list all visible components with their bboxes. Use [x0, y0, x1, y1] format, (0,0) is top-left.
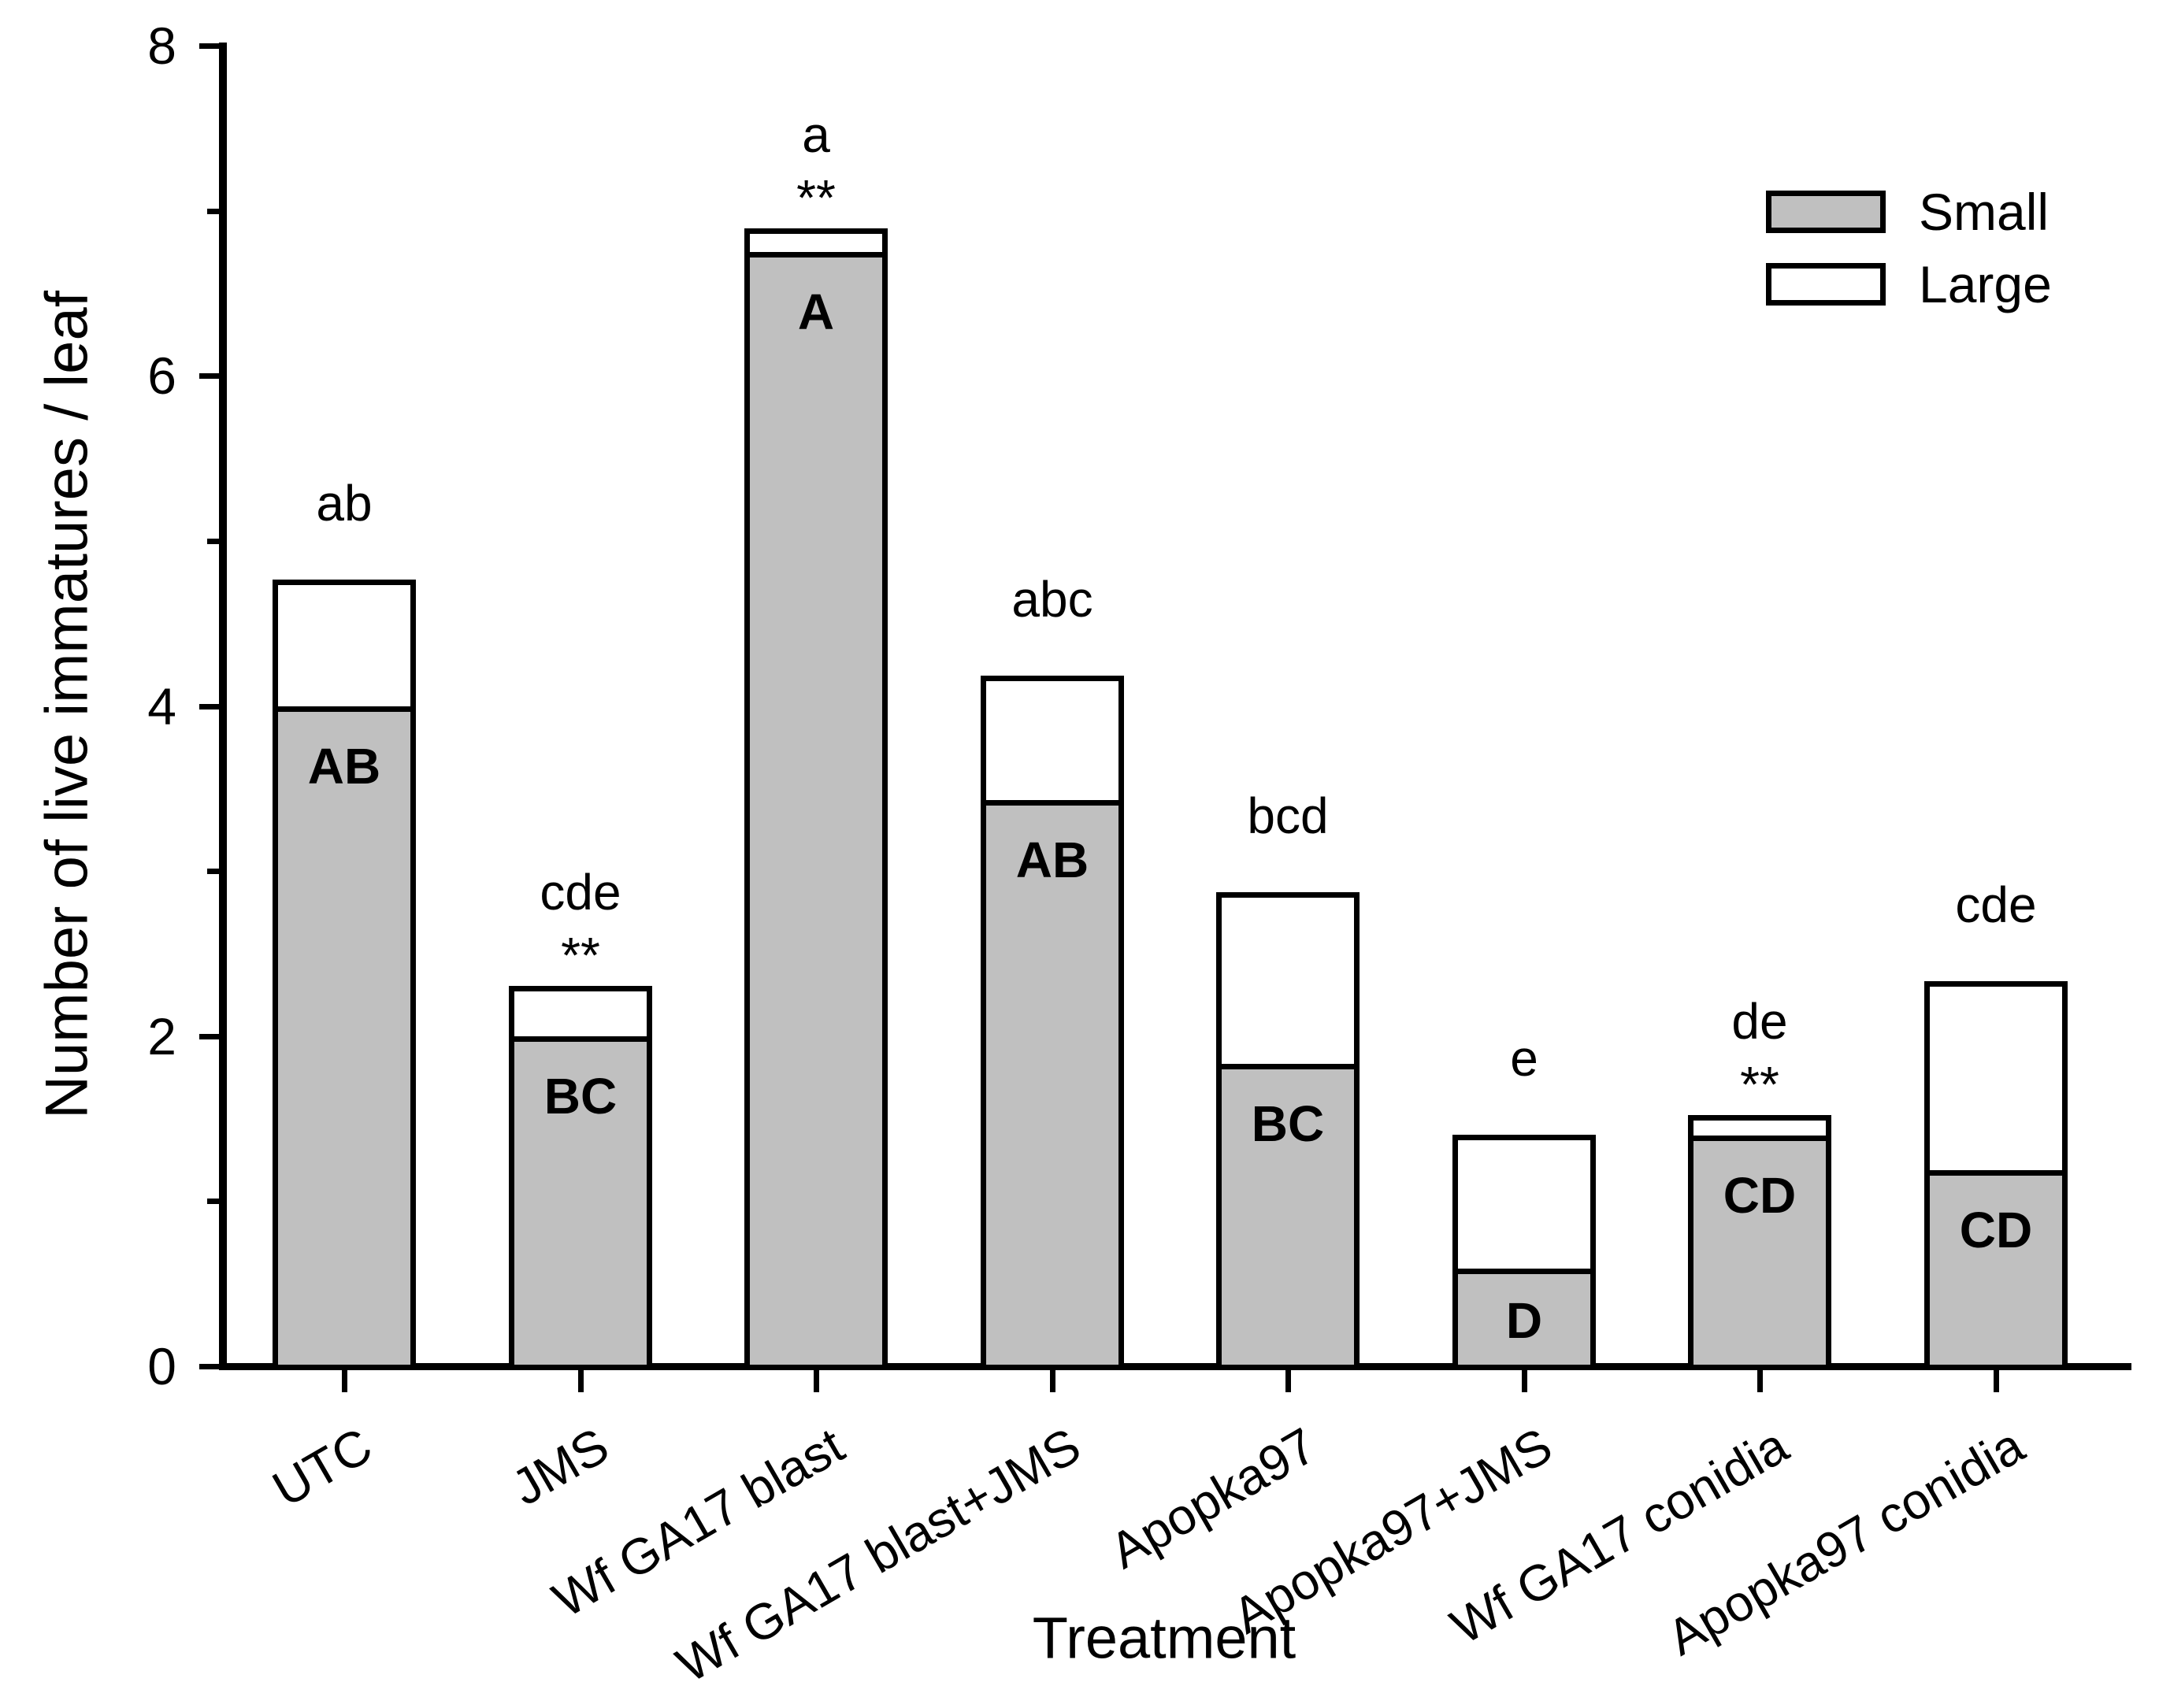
bar-2-small-segment [514, 1036, 647, 1365]
bar-letter-above: bcd [1247, 787, 1329, 844]
y-minor-tick [207, 869, 223, 875]
x-tick [814, 1370, 819, 1392]
bar-8-small-segment [1930, 1169, 2062, 1365]
bar-letter-inside: AB [1015, 832, 1089, 889]
bar-significance-stars: ** [796, 169, 836, 226]
bar-5-small-segment [1222, 1064, 1354, 1365]
y-tick-label: 2 [147, 1006, 176, 1065]
legend-label-large: Large [1919, 255, 2052, 313]
y-major-tick [199, 43, 223, 50]
legend-label-small: Small [1919, 183, 2050, 241]
x-tick [1757, 1370, 1763, 1392]
y-tick-label: 8 [147, 17, 176, 76]
bar-letter-inside: BC [1251, 1095, 1325, 1153]
legend-row-small: Small [1766, 183, 2052, 241]
bar-significance-stars: ** [1740, 1055, 1779, 1113]
y-major-tick [199, 373, 223, 380]
bar-letter-inside: CD [1959, 1201, 2033, 1258]
legend-swatch-large [1766, 263, 1886, 306]
bar-3-small-segment [750, 252, 882, 1365]
bar-8-large-segment [1924, 980, 2068, 1370]
y-major-tick [199, 703, 223, 710]
legend-row-large: Large [1766, 255, 2052, 313]
bar-letter-above: abc [1011, 570, 1093, 628]
x-category-label-text: Wf GA17 blast+JMS [666, 1417, 1090, 1694]
x-tick [1050, 1370, 1055, 1392]
bar-5-large-segment [1216, 891, 1360, 1370]
legend-swatch-small [1766, 191, 1886, 233]
bar-letter-inside: AB [307, 737, 381, 795]
bar-6-small-segment [1458, 1269, 1590, 1365]
bar-letter-inside: BC [543, 1067, 618, 1124]
bar-7-small-segment [1693, 1135, 1826, 1365]
y-major-tick [199, 1364, 223, 1369]
x-category-label-text: JMS [502, 1417, 618, 1517]
y-minor-tick [207, 539, 223, 544]
x-tick [1522, 1370, 1527, 1392]
bar-3-large-segment [744, 228, 888, 1370]
bar-7-large-segment [1688, 1114, 1831, 1370]
bar-1-large-segment [273, 580, 416, 1370]
bar-letter-inside: A [797, 283, 835, 341]
bar-significance-stars: ** [561, 927, 600, 984]
bar-letter-inside: D [1505, 1292, 1543, 1350]
bar-letter-inside: CD [1723, 1166, 1797, 1224]
x-axis-title: Treatment [1032, 1605, 1297, 1671]
y-tick-label: 4 [147, 676, 176, 735]
bar-letter-above: cde [540, 864, 621, 921]
bar-4-small-segment [986, 800, 1118, 1365]
bar-letter-above: e [1510, 1029, 1538, 1087]
bar-letter-above: ab [316, 475, 373, 532]
y-minor-tick [207, 208, 223, 214]
bar-4-large-segment [981, 675, 1124, 1370]
y-axis-line [219, 43, 227, 1370]
x-tick [342, 1370, 347, 1392]
x-category-label-text: UTC [263, 1417, 382, 1518]
x-axis-line [219, 1363, 2131, 1370]
bar-letter-above: cde [1955, 876, 2037, 933]
bar-1-small-segment [278, 706, 410, 1365]
y-minor-tick [207, 1199, 223, 1205]
bar-6-large-segment [1452, 1134, 1596, 1370]
legend: Small Large [1766, 183, 2052, 335]
x-tick [1285, 1370, 1291, 1392]
y-major-tick [199, 1033, 223, 1039]
x-category-label-text: Apopka97 [1100, 1417, 1326, 1580]
bar-letter-above: a [802, 106, 830, 163]
x-tick [1994, 1370, 1999, 1392]
y-tick-label: 0 [147, 1337, 176, 1395]
x-tick [578, 1370, 584, 1392]
bar-2-large-segment [509, 986, 652, 1370]
bar-letter-above: de [1731, 992, 1788, 1050]
y-tick-label: 6 [147, 346, 176, 406]
